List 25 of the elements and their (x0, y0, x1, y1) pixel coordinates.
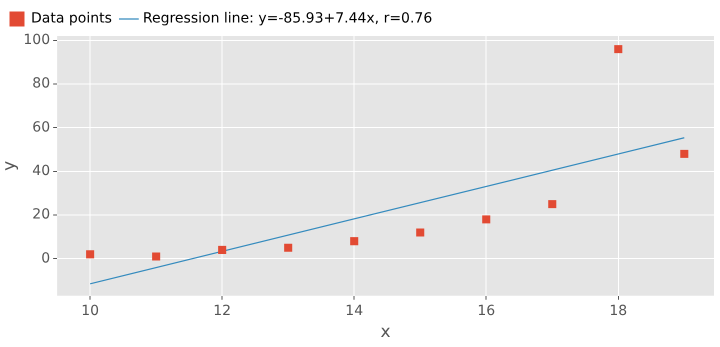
x-tick-label: 16 (477, 302, 496, 319)
y-axis-title: y (0, 160, 20, 171)
y-tick-label: 80 (32, 76, 50, 92)
legend-label: Data points (31, 10, 112, 27)
point (416, 228, 424, 237)
point (614, 45, 622, 54)
point (152, 252, 160, 261)
x-tick-label: 12 (213, 302, 232, 319)
x-tick-label: 18 (609, 302, 628, 319)
point (548, 200, 556, 208)
point (482, 215, 490, 224)
y-tick-label: 20 (32, 206, 50, 223)
x-axis-title: x (380, 322, 391, 342)
point (680, 150, 688, 158)
point (350, 237, 358, 246)
y-tick-label: 40 (32, 163, 50, 179)
y-tick-label: 0 (41, 250, 50, 266)
point (284, 244, 292, 252)
point (218, 246, 226, 254)
y-tick-label: 100 (23, 32, 50, 48)
legend-label: Regression line: y=-85.93+7.44x, r=0.76 (142, 10, 432, 27)
x-tick-label: 10 (81, 302, 100, 319)
point (86, 250, 94, 258)
y-tick-label: 60 (32, 119, 50, 136)
x-tick-label: 14 (345, 302, 364, 319)
